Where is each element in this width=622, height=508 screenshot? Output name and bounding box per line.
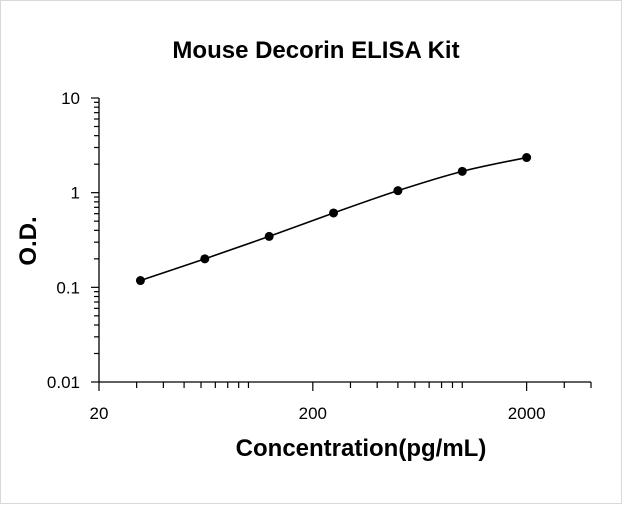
data-point	[264, 231, 274, 241]
data-point	[200, 254, 210, 264]
x-tick-label: 2000	[508, 404, 546, 423]
x-tick-label: 200	[299, 404, 327, 423]
x-tick-label: 20	[90, 404, 109, 423]
data-point	[457, 166, 467, 176]
axes: 20 200 2000 0.01 0.1 1 10	[47, 89, 592, 423]
series-layer	[135, 153, 532, 286]
y-axis-label: O.D.	[15, 216, 42, 265]
series-line	[140, 156, 527, 282]
chart-title: Mouse Decorin ELISA Kit	[172, 37, 459, 64]
y-tick-label: 0.01	[47, 373, 80, 392]
y-tick-label: 10	[61, 89, 80, 108]
y-tick-label: 1	[71, 184, 80, 203]
x-axis-label: Concentration(pg/mL)	[236, 435, 487, 462]
data-point	[522, 153, 532, 163]
data-point	[329, 208, 339, 218]
data-point	[135, 276, 145, 286]
y-tick-label: 0.1	[56, 278, 80, 297]
data-point	[393, 186, 403, 196]
